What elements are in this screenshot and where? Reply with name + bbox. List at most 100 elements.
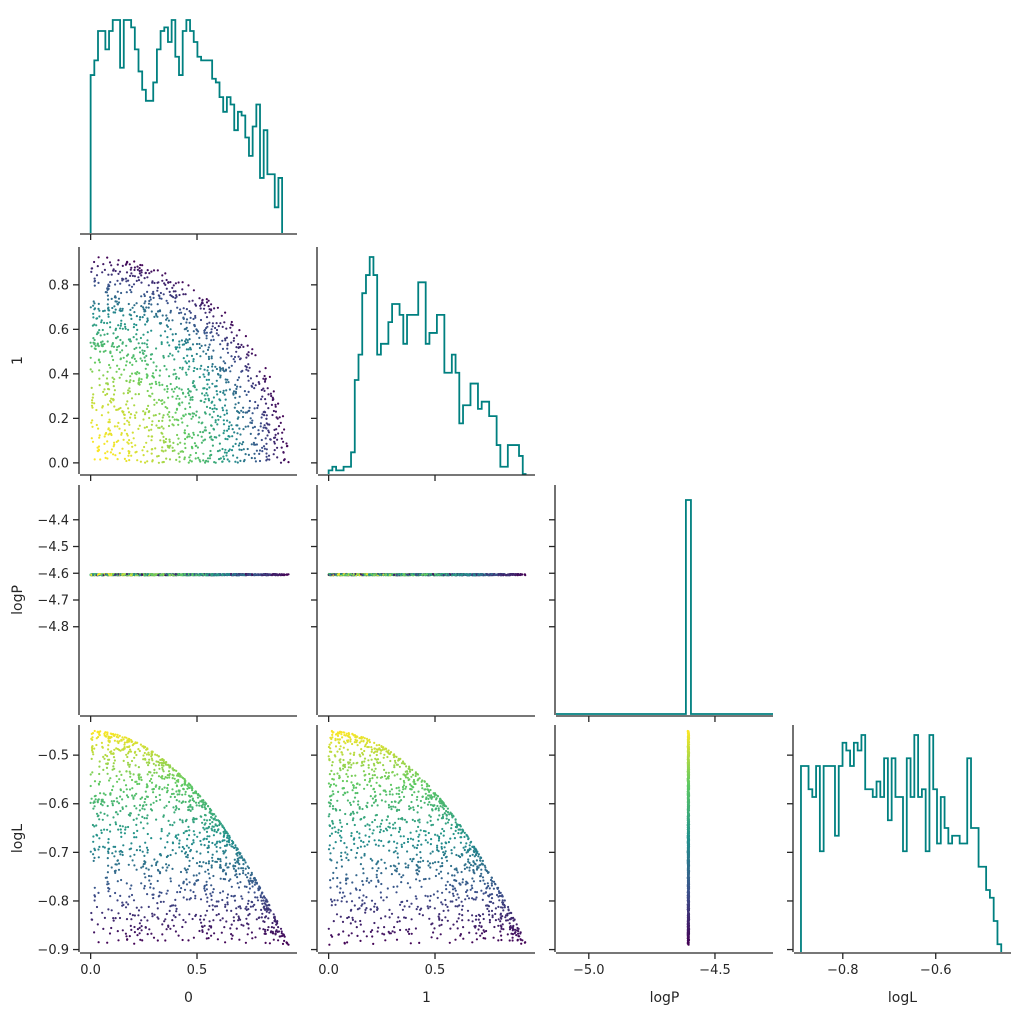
scatter-point: [210, 894, 213, 898]
scatter-point: [247, 379, 250, 382]
scatter-point: [474, 574, 477, 577]
scatter-point: [124, 826, 127, 829]
scatter-point: [100, 344, 103, 347]
scatter-point: [162, 573, 165, 576]
scatter-point: [213, 932, 216, 935]
scatter-point: [132, 437, 135, 440]
scatter-point: [143, 887, 146, 890]
scatter-point: [104, 393, 107, 397]
scatter-point: [180, 339, 183, 342]
scatter-point: [199, 460, 202, 463]
scatter-point: [497, 573, 500, 576]
scatter-point: [228, 460, 231, 463]
scatter-point: [93, 302, 96, 305]
scatter-point: [139, 336, 142, 340]
scatter-point: [247, 363, 250, 366]
scatter-point: [114, 454, 117, 457]
scatter-point: [169, 877, 172, 880]
scatter-point: [168, 774, 171, 777]
scatter-logL-vs-0: [89, 729, 290, 946]
scatter-point: [208, 308, 211, 311]
scatter-point: [128, 814, 132, 817]
scatter-point: [266, 928, 269, 932]
scatter-point: [182, 896, 185, 899]
scatter-point: [178, 346, 181, 349]
scatter-point: [181, 366, 184, 369]
scatter-point: [215, 831, 218, 834]
scatter-point: [251, 348, 254, 351]
scatter-point: [188, 864, 191, 868]
scatter-point: [155, 799, 158, 803]
scatter-point: [136, 934, 139, 937]
scatter-point: [93, 338, 96, 342]
scatter-point: [199, 367, 202, 370]
scatter-point: [258, 382, 261, 385]
scatter-point: [254, 400, 257, 404]
scatter-point: [178, 800, 181, 803]
scatter-point: [156, 455, 159, 458]
scatter-point: [145, 783, 148, 786]
scatter-point: [196, 434, 200, 437]
scatter-point: [138, 926, 141, 930]
scatter-point: [219, 369, 222, 372]
scatter-point: [263, 374, 266, 378]
scatter-point: [197, 456, 200, 459]
scatter-point: [238, 873, 241, 876]
scatter-point: [139, 938, 142, 941]
scatter-point: [208, 343, 211, 346]
scatter-point: [263, 410, 266, 413]
scatter-point: [221, 409, 225, 412]
scatter-point: [201, 925, 204, 929]
scatter-point: [133, 914, 136, 917]
scatter-point: [95, 317, 98, 320]
scatter-point: [211, 369, 214, 372]
scatter-point: [129, 924, 132, 928]
scatter-point: [217, 913, 220, 916]
scatter-point: [142, 333, 145, 336]
scatter-point: [132, 336, 135, 339]
scatter-point: [165, 791, 169, 794]
scatter-point: [108, 574, 112, 577]
scatter-point: [124, 784, 128, 787]
scatter-point: [91, 406, 94, 409]
scatter-point: [173, 387, 176, 390]
scatter-point: [164, 449, 167, 452]
scatter-point: [265, 414, 268, 417]
scatter-point: [178, 366, 182, 369]
scatter-point: [133, 304, 136, 307]
scatter-point: [110, 264, 113, 267]
scatter-point: [106, 392, 109, 395]
scatter-point: [169, 281, 172, 284]
scatter-point: [260, 438, 263, 442]
scatter-point: [241, 443, 244, 446]
scatter-1-vs-0: [89, 256, 290, 464]
scatter-point: [178, 456, 181, 459]
scatter-point: [223, 393, 226, 396]
scatter-point: [91, 771, 94, 774]
scatter-point: [138, 272, 141, 275]
scatter-point: [140, 295, 143, 298]
scatter-point: [103, 309, 106, 312]
scatter-point: [257, 381, 260, 384]
scatter-point: [168, 419, 171, 422]
scatter-point: [247, 872, 250, 875]
scatter-point: [249, 421, 252, 424]
scatter-point: [135, 360, 138, 363]
scatter-point: [177, 377, 181, 380]
scatter-point: [110, 345, 113, 348]
scatter-point: [169, 382, 172, 386]
scatter-point: [238, 395, 241, 398]
scatter-point: [110, 448, 113, 451]
scatter-point: [195, 342, 199, 346]
scatter-point: [143, 872, 146, 875]
scatter-point: [262, 445, 266, 448]
scatter-point: [106, 303, 109, 306]
scatter-point: [205, 880, 208, 883]
scatter-point: [165, 368, 168, 371]
scatter-point: [168, 440, 171, 443]
scatter-point: [184, 437, 187, 441]
scatter-point: [248, 887, 251, 890]
scatter-point: [123, 422, 126, 426]
scatter-point: [156, 879, 159, 883]
scatter-point: [258, 449, 262, 452]
